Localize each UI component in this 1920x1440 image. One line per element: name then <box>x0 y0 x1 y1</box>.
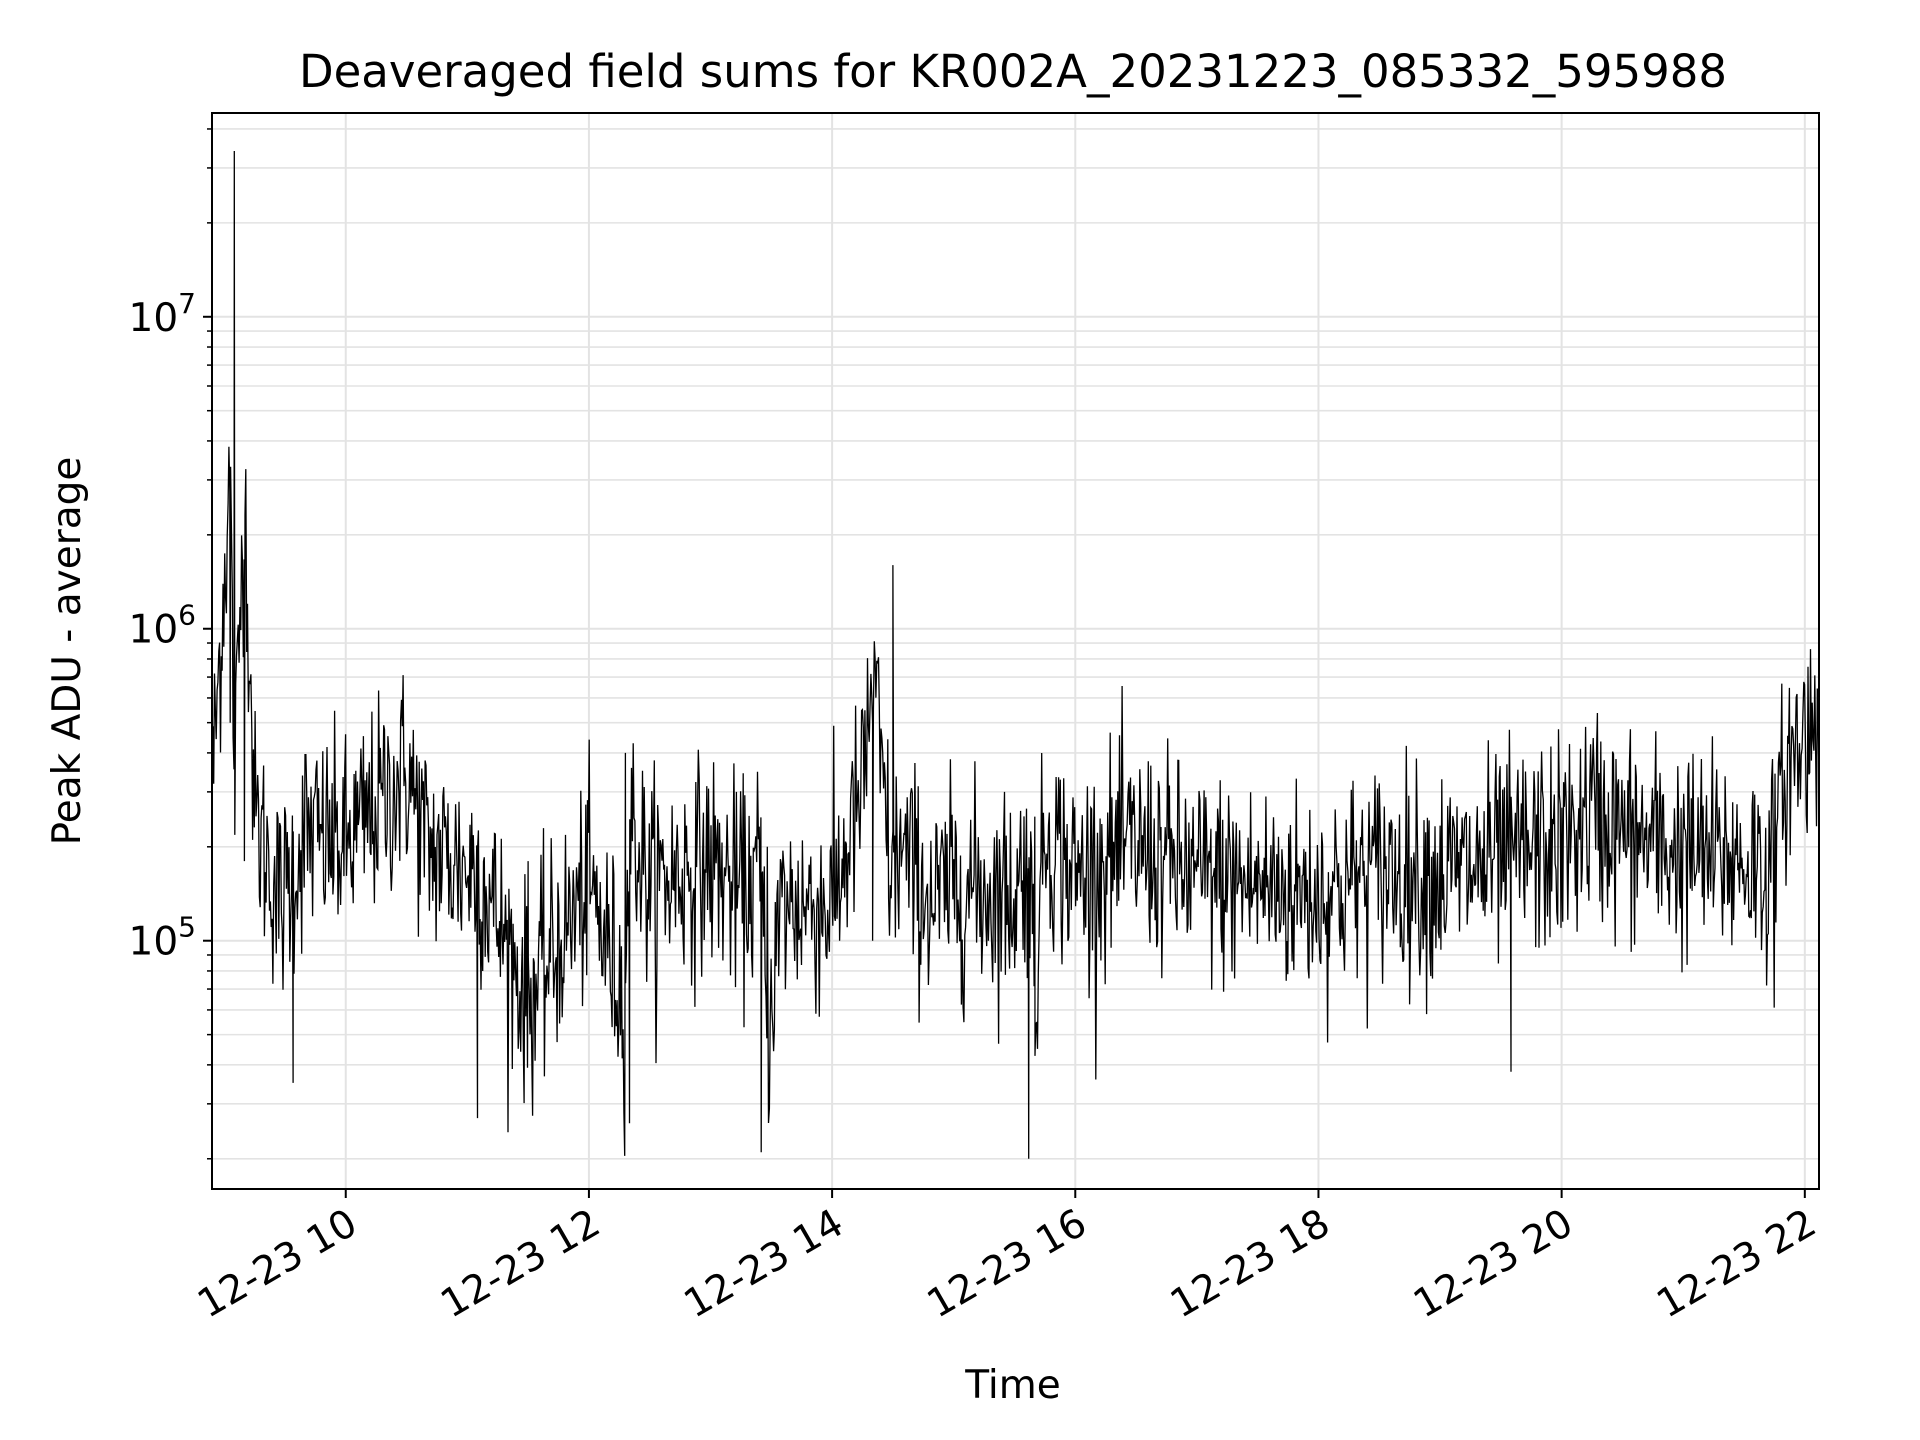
plot-frame <box>211 112 1820 1190</box>
y-tick-label: 107 <box>129 287 196 341</box>
y-tick-exponent: 7 <box>178 287 196 320</box>
y-tick-label: 105 <box>129 911 196 965</box>
y-tick-label: 106 <box>129 599 196 653</box>
y-tick-exponent: 5 <box>178 911 196 944</box>
y-tick-base: 10 <box>129 920 179 965</box>
y-tick-base: 10 <box>129 608 179 653</box>
series-layer <box>212 150 1819 1159</box>
plot-area: 12-23 10 12-23 12 12-23 14 12-23 16 12-23 18… <box>129 112 1824 1327</box>
y-tick-exponent: 6 <box>178 599 196 632</box>
y-axis-label: Peak ADU - average <box>45 457 90 846</box>
plot-background <box>212 113 1819 1189</box>
y-gridlines <box>212 128 1819 1160</box>
x-axis-label: Time <box>964 1363 1060 1408</box>
y-tick-base: 10 <box>129 296 179 341</box>
series-line <box>212 150 1819 1159</box>
chart-title: Deaveraged field sums for KR002A_2023122… <box>299 45 1727 98</box>
